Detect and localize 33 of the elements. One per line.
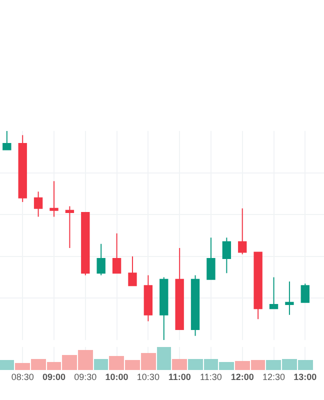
- candlestick: [81, 212, 90, 276]
- candlestick: [144, 274, 153, 322]
- candlestick: [34, 191, 43, 218]
- x-tick-label: 12:30: [262, 372, 286, 382]
- candlestick: [300, 283, 310, 303]
- candlestick: [96, 243, 106, 276]
- candlestick: [128, 256, 137, 286]
- bar: [0, 360, 14, 370]
- x-tick-label: 13:00: [294, 372, 317, 382]
- candlestick: [238, 208, 247, 255]
- bar: [94, 359, 108, 370]
- candlestick: [18, 134, 27, 203]
- candlestick: [160, 276, 168, 340]
- candlestick: [269, 276, 278, 310]
- bar: [157, 347, 171, 370]
- candlestick: [222, 237, 232, 274]
- x-tick-label: 09:30: [74, 372, 97, 382]
- candlestick: [50, 180, 58, 218]
- candlestick: [190, 274, 200, 336]
- x-tick-label: 11:30: [200, 372, 222, 382]
- candlestick: [2, 131, 12, 150]
- x-tick-label: 08:30: [11, 372, 34, 382]
- x-tick-label: 11:00: [168, 372, 191, 382]
- candlestick: [254, 252, 262, 320]
- x-tick-label: 12:00: [230, 372, 254, 382]
- x-tick-label: 09:00: [42, 372, 66, 382]
- candlestick: [112, 232, 122, 274]
- candlestick: [65, 206, 74, 249]
- bar: [172, 359, 187, 370]
- x-tick-label: 10:00: [105, 372, 128, 382]
- candlestick: [206, 237, 216, 280]
- x-tick-label: 10:30: [136, 372, 160, 382]
- candlestick: [285, 280, 294, 316]
